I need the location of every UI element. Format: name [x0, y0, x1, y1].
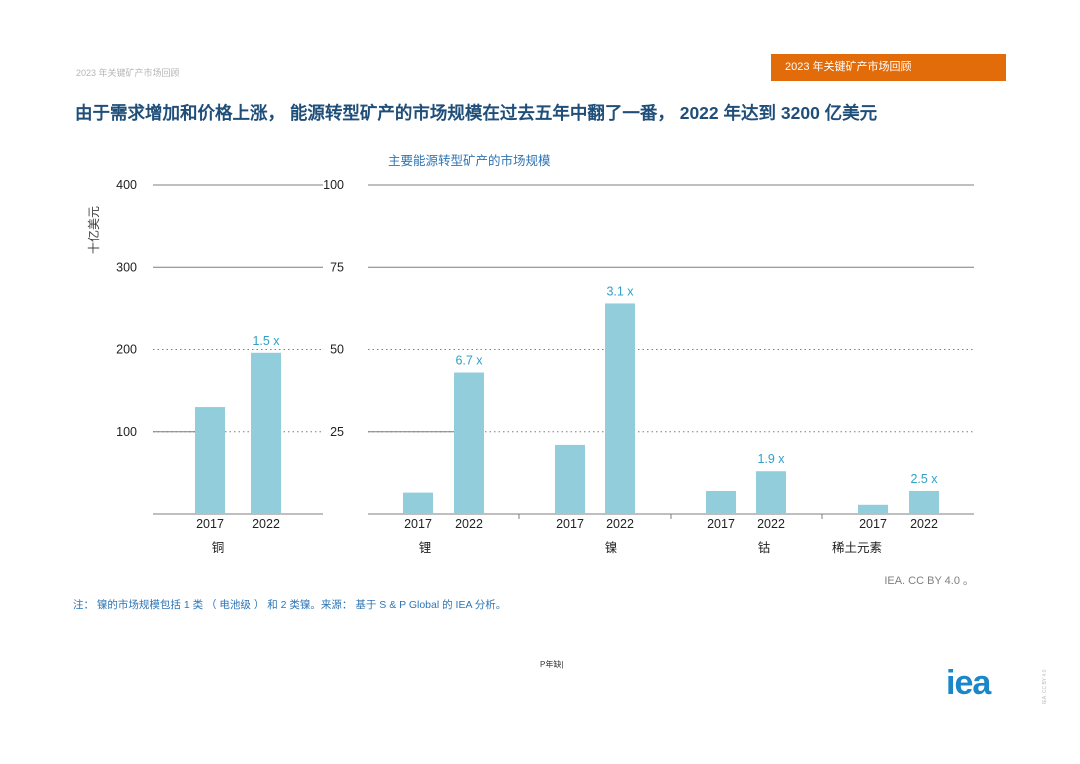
- mineral-label: 钴: [758, 540, 771, 555]
- shared-axis-tick-label: 100: [323, 178, 344, 192]
- copper-axis-tick-label: 400: [116, 178, 137, 192]
- growth-label: 1.5 x: [252, 334, 280, 348]
- growth-label: 2.5 x: [910, 472, 938, 486]
- page-headline: 由于需求增加和价格上涨， 能源转型矿产的市场规模在过去五年中翻了一番， 2022…: [75, 103, 878, 123]
- growth-label: 3.1 x: [606, 284, 634, 298]
- mineral-label: 锂: [419, 540, 432, 555]
- copper-axis-tick-label: 300: [116, 260, 137, 274]
- iea-logo: iea: [946, 664, 991, 702]
- header-section-tag: 2023 年关键矿产市场回顾: [771, 54, 1006, 81]
- mineral-label: 铜: [212, 540, 225, 555]
- bar-锂-2022: [454, 372, 484, 514]
- y-axis-label: 十亿美元: [86, 206, 101, 254]
- page-number: P年缺|: [540, 660, 564, 669]
- x-tick-label: 2017: [707, 517, 735, 531]
- x-tick-label: 2022: [252, 517, 280, 531]
- growth-label: 1.9 x: [757, 452, 785, 466]
- side-license-text: IEA. CC BY 4.0: [1042, 669, 1048, 704]
- bar-稀土元素-2017: [858, 504, 888, 514]
- x-tick-label: 2017: [404, 517, 432, 531]
- x-tick-label: 2022: [757, 517, 785, 531]
- bar-铜-2022: [251, 352, 281, 514]
- market-size-chart: 十亿美元 400 300 200 100 100 75 50 25 2017 2022 1.5 x 铜 2…: [86, 178, 974, 555]
- shared-axis-tick-label: 50: [330, 343, 344, 357]
- x-tick-label: 2017: [196, 517, 224, 531]
- growth-label: 6.7 x: [455, 354, 483, 368]
- bar-钴-2022: [756, 471, 786, 514]
- shared-axis-tick-label: 75: [330, 260, 344, 274]
- x-tick-label: 2017: [556, 517, 584, 531]
- bar-镍-2017: [555, 444, 585, 514]
- bar-钴-2017: [706, 490, 736, 514]
- header-report-title: 2023 年关键矿产市场回顾: [76, 68, 180, 78]
- mineral-label: 稀土元素: [832, 540, 882, 555]
- shared-axis-tick-label: 25: [330, 425, 344, 439]
- bar-镍-2022: [605, 303, 635, 514]
- copper-axis-tick-label: 200: [116, 343, 137, 357]
- bar-稀土元素-2022: [909, 490, 939, 514]
- bar-锂-2017: [403, 492, 433, 514]
- source-credit: IEA. CC BY 4.0 。: [884, 575, 974, 587]
- x-tick-label: 2022: [606, 517, 634, 531]
- x-tick-label: 2022: [910, 517, 938, 531]
- chart-note: 注： 镍的市场规模包括 1 类 （ 电池级 ） 和 2 类镍。来源： 基于 S …: [73, 599, 507, 611]
- mineral-label: 镍: [605, 540, 618, 555]
- bar-铜-2017: [195, 407, 225, 514]
- copper-axis-tick-label: 100: [116, 425, 137, 439]
- x-tick-label: 2022: [455, 517, 483, 531]
- chart-title: 主要能源转型矿产的市场规模: [388, 154, 551, 168]
- x-tick-label: 2017: [859, 517, 887, 531]
